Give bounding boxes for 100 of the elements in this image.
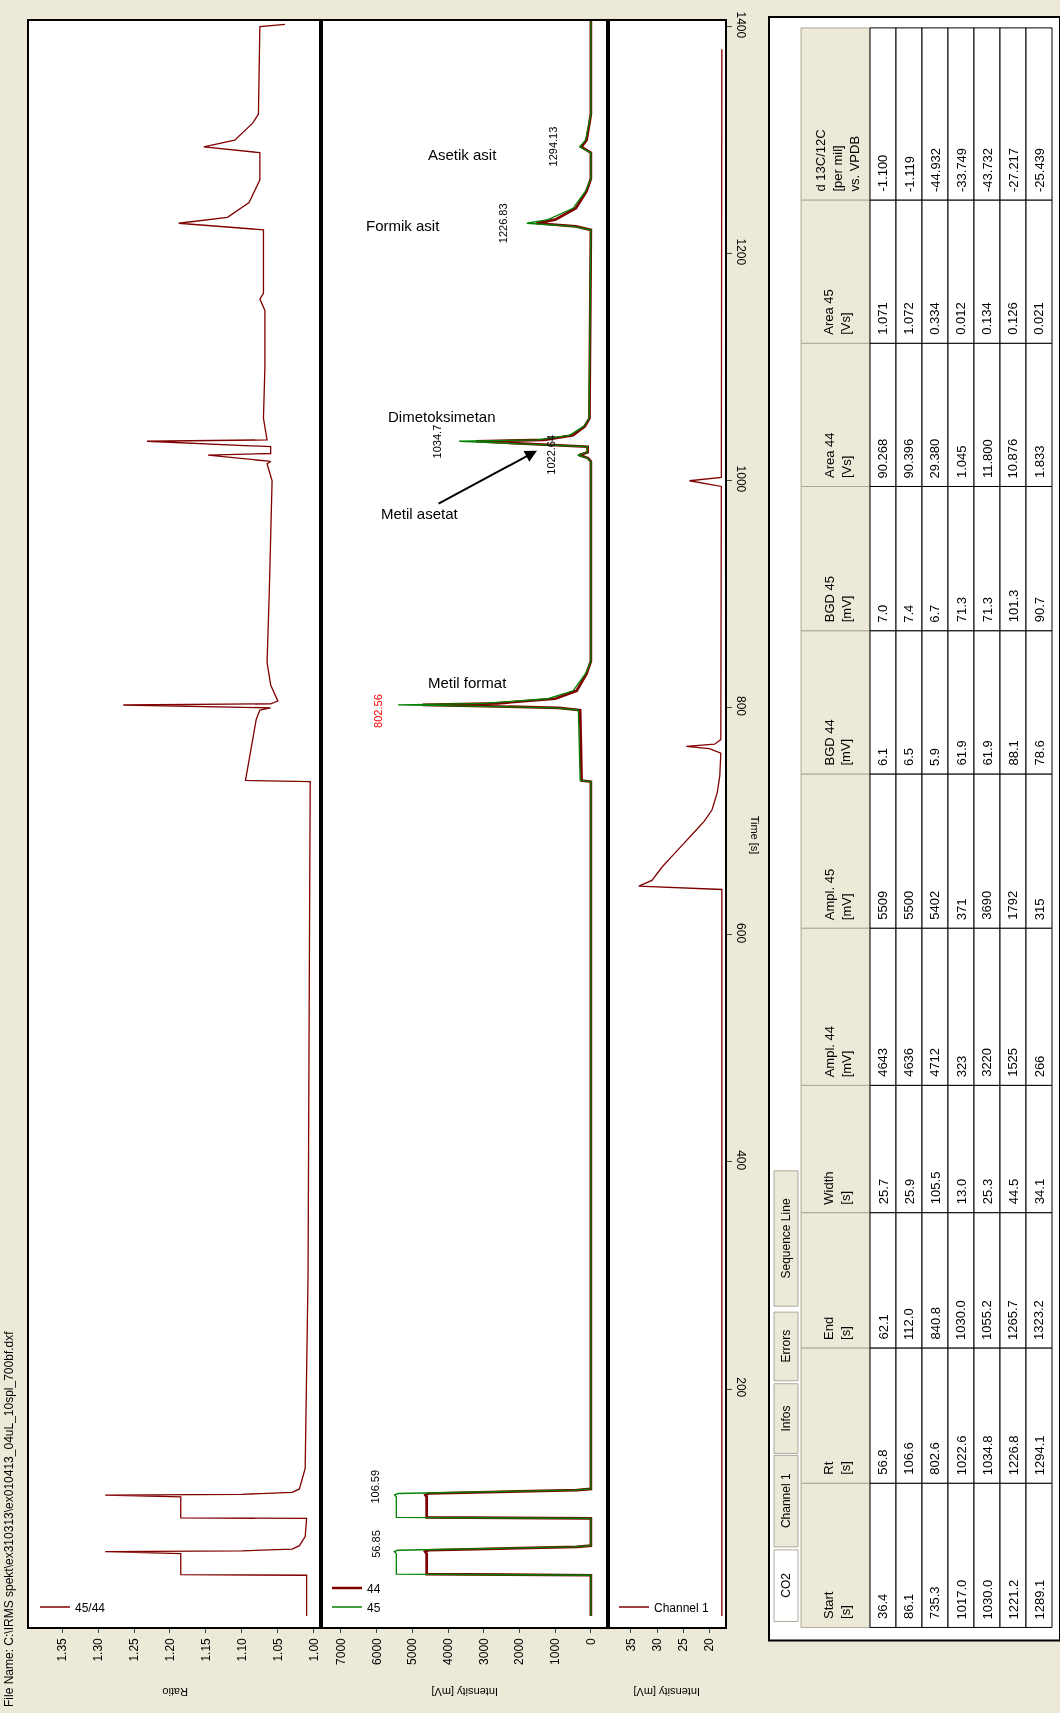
text: 44.5 (1005, 1178, 1021, 1205)
text: Sequence Line (779, 1198, 794, 1279)
text: 315 (1031, 898, 1047, 921)
y-tick-label: 400 (733, 1150, 748, 1171)
text: File Name: C:\IRMS spekt\ex310313\ex010413_04uL_10spl_700bf.dxf (1, 1330, 16, 1708)
text: -27.217 (1005, 147, 1021, 193)
text: 5402 (927, 890, 943, 920)
text: 34.1 (1031, 1178, 1047, 1205)
text: 3690 (979, 890, 995, 920)
text: 0.334 (927, 302, 943, 335)
text: 7.4 (901, 604, 917, 623)
text: -1.100 (875, 154, 891, 192)
category-label: Start [s] (821, 1591, 853, 1619)
text: 10.876 (1005, 438, 1021, 479)
category-label: Rt [s] (821, 1461, 854, 1475)
text: 90.7 (1031, 596, 1047, 623)
text: 266 (1031, 1055, 1047, 1078)
text: 7.0 (875, 604, 891, 623)
x-axis-title: Intensity [mV] (431, 1686, 498, 1699)
text: 11.800 (979, 439, 995, 479)
text: 1265.7 (1005, 1300, 1021, 1340)
y-tick-label: 600 (733, 923, 748, 944)
x-axis-title: Ratio (162, 1686, 188, 1699)
text: 0.012 (953, 302, 969, 335)
y-tick-label: 1000 (733, 465, 748, 493)
text: -33.749 (953, 147, 969, 193)
annotation: 56.85 (369, 1530, 382, 1558)
category-label: Area 44 [Vs] (821, 432, 854, 479)
text: 106.6 (901, 1442, 917, 1475)
legend-label: 45 (367, 1600, 381, 1615)
text: 5509 (875, 890, 891, 920)
x-tick-label: 0 (583, 1637, 598, 1645)
text: 71.3 (979, 596, 995, 623)
text: 1221.2 (1005, 1579, 1021, 1620)
text: 1022.6 (953, 1435, 969, 1476)
text: 1030.0 (953, 1300, 969, 1340)
text: 101.3 (1005, 589, 1021, 623)
text: 1034.8 (979, 1435, 995, 1476)
text: Errors (778, 1329, 793, 1363)
x-tick-label: 6000 (369, 1637, 384, 1665)
category-label: Area 45 [Vs] (821, 289, 854, 335)
text: 61.9 (979, 740, 995, 766)
x-tick-label: 1.05 (270, 1637, 285, 1662)
text: 0.126 (1005, 302, 1021, 335)
text: 3220 (979, 1047, 995, 1077)
text: 112.0 (901, 1308, 917, 1340)
y-axis-title: Time [s] (748, 815, 761, 855)
category-label: End [s] (821, 1316, 853, 1340)
text: Channel 1 (778, 1473, 793, 1529)
text: 0.021 (1031, 302, 1047, 335)
text: 802.6 (927, 1442, 943, 1475)
text: 1294.1 (1031, 1435, 1047, 1476)
x-tick-label: 35 (623, 1637, 638, 1652)
x-tick-label: 1000 (548, 1637, 563, 1665)
x-tick-label: 3000 (476, 1637, 491, 1665)
annotation: 1294.13 (546, 126, 559, 167)
text: 36.4 (875, 1593, 891, 1619)
text: 25.3 (979, 1178, 995, 1205)
annotation: Formik asit (366, 217, 441, 234)
text: 25.7 (875, 1178, 891, 1205)
annotation: 1022.64 (544, 434, 557, 475)
x-tick-label: 1.30 (90, 1637, 105, 1662)
annotation: Metil format (428, 674, 508, 691)
x-tick-label: 20 (702, 1637, 717, 1652)
text: 88.1 (1005, 740, 1021, 766)
x-tick-label: 4000 (440, 1637, 455, 1665)
annotation: 106.59 (369, 1469, 382, 1504)
category-label: d 13C/12C [per mil] vs. VPDB (813, 129, 863, 192)
annotation: 802.56 (372, 694, 385, 728)
annotation: 1034.7 (430, 424, 443, 459)
category-label: BGD 45 [mV] (821, 576, 854, 623)
text: 1.833 (1031, 445, 1047, 479)
text: 13.0 (953, 1178, 969, 1205)
text: 1030.0 (979, 1579, 995, 1620)
text: -44.932 (927, 147, 943, 193)
category-label: Ampl. 45 [mV] (821, 868, 854, 921)
x-tick-label: 1.00 (306, 1637, 321, 1662)
text: 1792 (1005, 890, 1021, 920)
x-tick-label: 1.20 (162, 1637, 177, 1662)
text: Infos (779, 1405, 794, 1432)
text: 4712 (927, 1047, 943, 1077)
legend-label: 45/44 (75, 1600, 106, 1615)
text: 1017.0 (953, 1579, 969, 1620)
x-tick-label: 7000 (333, 1637, 348, 1665)
x-axis-title: Intensity [mV] (633, 1686, 700, 1699)
legend-label: 44 (367, 1581, 381, 1596)
text: 29.380 (927, 438, 943, 479)
x-tick-label: 30 (650, 1637, 664, 1652)
text: 1.071 (875, 302, 891, 335)
text: 6.5 (901, 747, 917, 766)
x-tick-label: 1.25 (126, 1637, 141, 1662)
text: 5500 (901, 890, 917, 920)
legend-label: Channel 1 (654, 1600, 710, 1615)
text: 78.6 (1031, 740, 1047, 766)
y-tick-label: 1200 (733, 238, 748, 266)
y-tick-label: 800 (733, 696, 748, 717)
y-tick-label: 200 (733, 1377, 748, 1398)
annotation: Dimetoksimetan (388, 408, 496, 425)
text: 0.134 (979, 302, 995, 335)
text: 371 (953, 898, 969, 921)
